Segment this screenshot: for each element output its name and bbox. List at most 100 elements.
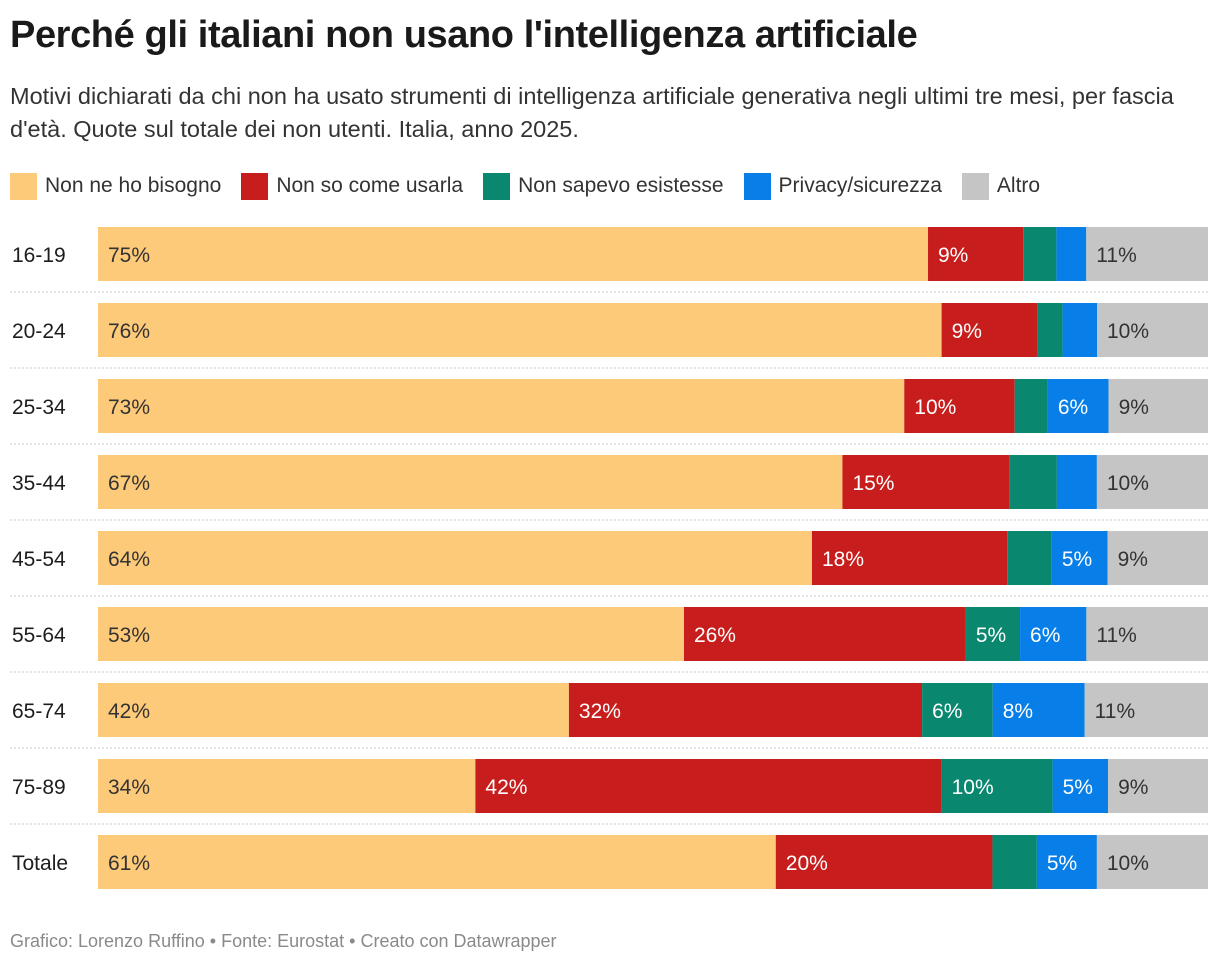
bar-segment-65-74-non-sapevo-esistesse [922,683,993,737]
data-label-65-74-non-sapevo-esistesse: 6% [932,700,962,723]
row-label-75-89: 75-89 [12,776,66,799]
data-label-35-44-non-ne-ho-bisogno: 67% [108,472,150,495]
stacked-bar-chart: 16-19 75% 9% 11% 20-24 76% 9% 10% 25-34 73% 10% 6% 9… [10,227,1208,889]
data-label-25-34-privacy-sicurezza: 6% [1058,396,1088,419]
row-label-totale: Totale [12,852,68,875]
data-label-75-89-non-sapevo-esistesse: 10% [952,776,994,799]
data-label-55-64-non-sapevo-esistesse: 5% [976,624,1006,647]
bar-segment-16-19-altro [1086,227,1208,281]
bar-segment-35-44-non-so-come-usarla [842,455,1010,509]
bar-segment-25-34-non-so-come-usarla [904,379,1015,433]
data-label-35-44-altro: 10% [1107,472,1149,495]
bar-segment-16-19-non-ne-ho-bisogno [98,227,929,281]
row-label-20-24: 20-24 [12,320,66,343]
legend-label-non-sapevo-esistesse: Non sapevo esistesse [518,174,724,197]
data-label-35-44-non-so-come-usarla: 15% [852,472,894,495]
data-label-55-64-altro: 11% [1096,624,1136,647]
legend-label-non-ne-ho-bisogno: Non ne ho bisogno [45,174,222,197]
legend-label-altro: Altro [996,174,1041,197]
bar-segment-45-54-non-so-come-usarla [811,531,1008,585]
data-label-totale-non-so-come-usarla: 20% [786,852,828,875]
bar-segment-65-74-altro [1084,683,1208,737]
row-label-65-74: 65-74 [12,700,66,723]
data-label-45-54-non-ne-ho-bisogno: 64% [108,548,150,571]
legend-item-non-sapevo-esistesse: Non sapevo esistesse [483,172,724,200]
bar-segment-35-44-non-sapevo-esistesse [1009,455,1057,509]
bar-segment-16-19-non-so-come-usarla [928,227,1024,281]
bar-segment-75-89-privacy-sicurezza [1052,759,1109,813]
bar-segment-35-44-privacy-sicurezza [1056,455,1097,509]
bar-segment-55-64-altro [1086,607,1208,661]
bar-segment-65-74-non-ne-ho-bisogno [98,683,569,737]
data-label-25-34-altro: 9% [1119,396,1149,419]
data-label-16-19-non-so-come-usarla: 9% [938,244,968,267]
legend-item-privacy-sicurezza: Privacy/sicurezza [743,172,942,200]
legend-swatch-non-sapevo-esistesse [483,172,511,200]
legend-label-non-so-come-usarla: Non so come usarla [276,174,464,197]
bar-segment-45-54-privacy-sicurezza [1051,531,1108,585]
row-label-25-34: 25-34 [12,396,66,419]
bar-segment-totale-non-so-come-usarla [775,835,993,889]
legend: Non ne ho bisogno Non so come usarla Non… [10,170,1060,202]
bar-segment-35-44-altro [1096,455,1208,509]
chart-title: Perché gli italiani non usano l'intellig… [10,14,918,56]
row-label-45-54: 45-54 [12,548,66,571]
bar-segment-20-24-non-so-come-usarla [941,303,1038,357]
legend-swatch-non-ne-ho-bisogno [10,172,37,200]
bar-segment-totale-privacy-sicurezza [1036,835,1097,889]
legend-label-privacy-sicurezza: Privacy/sicurezza [778,174,942,197]
data-label-25-34-non-so-come-usarla: 10% [914,396,956,419]
data-label-75-89-non-so-come-usarla: 42% [485,776,527,799]
bar-segment-65-74-privacy-sicurezza [992,683,1085,737]
bar-segment-totale-non-sapevo-esistesse [992,835,1037,889]
bar-segment-20-24-non-ne-ho-bisogno [98,303,942,357]
bar-segment-55-64-non-so-come-usarla [683,607,966,661]
bar-segment-55-64-non-sapevo-esistesse [965,607,1021,661]
data-label-45-54-altro: 9% [1118,548,1148,571]
data-label-20-24-non-ne-ho-bisogno: 76% [108,320,150,343]
bar-segment-totale-altro [1096,835,1208,889]
data-label-totale-altro: 10% [1107,852,1149,875]
data-label-45-54-privacy-sicurezza: 5% [1062,548,1092,571]
bar-segment-totale-non-ne-ho-bisogno [98,835,776,889]
bar-segment-25-34-privacy-sicurezza [1047,379,1109,433]
data-label-45-54-non-so-come-usarla: 18% [822,548,864,571]
bar-segment-35-44-non-ne-ho-bisogno [98,455,843,509]
bar-segment-75-89-non-so-come-usarla [475,759,942,813]
data-label-16-19-non-ne-ho-bisogno: 75% [108,244,150,267]
legend-swatch-non-so-come-usarla [241,172,269,200]
bar-segment-20-24-non-sapevo-esistesse [1037,303,1063,357]
bar-segment-16-19-privacy-sicurezza [1056,227,1087,281]
bar-segment-16-19-non-sapevo-esistesse [1023,227,1057,281]
data-label-65-74-altro: 11% [1095,700,1135,723]
bar-segment-55-64-privacy-sicurezza [1020,607,1087,661]
data-label-25-34-non-ne-ho-bisogno: 73% [108,396,150,419]
legend-item-non-ne-ho-bisogno: Non ne ho bisogno [10,172,222,200]
data-label-totale-privacy-sicurezza: 5% [1047,852,1077,875]
bar-segment-25-34-altro [1108,379,1208,433]
legend-swatch-altro [961,172,989,200]
legend-item-altro: Altro [961,172,1041,200]
legend-item-non-so-come-usarla: Non so come usarla [241,172,464,200]
bar-segment-45-54-non-ne-ho-bisogno [98,531,812,585]
bar-segment-20-24-altro [1097,303,1208,357]
bar-segment-75-89-non-sapevo-esistesse [941,759,1053,813]
row-label-55-64: 55-64 [12,624,66,647]
data-label-75-89-privacy-sicurezza: 5% [1063,776,1093,799]
bar-segment-25-34-non-ne-ho-bisogno [98,379,905,433]
chart-subtitle: Motivi dichiarati da chi non ha usato st… [10,83,1174,142]
data-label-55-64-non-ne-ho-bisogno: 53% [108,624,150,647]
data-label-16-19-altro: 11% [1096,244,1136,267]
bar-segment-55-64-non-ne-ho-bisogno [98,607,684,661]
data-label-20-24-altro: 10% [1107,320,1149,343]
chart-footer: Grafico: Lorenzo Ruffino • Fonte: Eurost… [10,931,557,951]
data-label-75-89-non-ne-ho-bisogno: 34% [108,776,150,799]
bar-segment-75-89-non-ne-ho-bisogno [98,759,476,813]
data-label-65-74-non-so-come-usarla: 32% [579,700,621,723]
bar-segment-20-24-privacy-sicurezza [1062,303,1097,357]
data-label-65-74-non-ne-ho-bisogno: 42% [108,700,150,723]
legend-swatch-privacy-sicurezza [743,172,771,200]
data-label-20-24-non-so-come-usarla: 9% [952,320,982,343]
data-label-55-64-non-so-come-usarla: 26% [694,624,736,647]
data-label-55-64-privacy-sicurezza: 6% [1030,624,1060,647]
